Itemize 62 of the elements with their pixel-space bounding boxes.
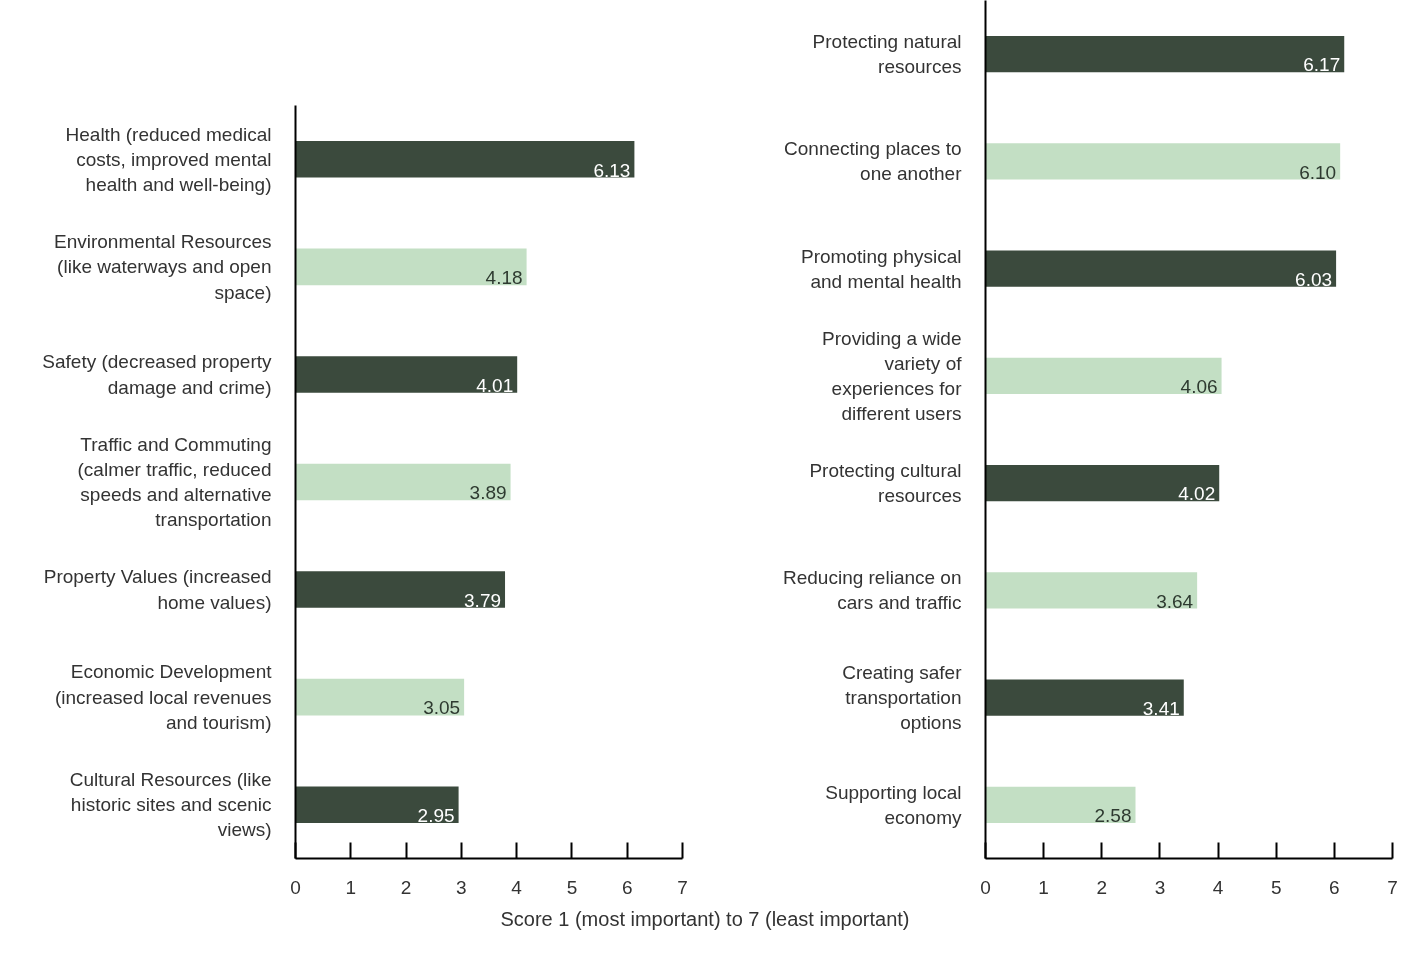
bar <box>985 250 1337 287</box>
y-tick-label: Health (reduced medical costs, improved mental health and well-being) <box>65 123 272 195</box>
y-tick-label: Protecting cultural resources <box>809 460 962 507</box>
bar <box>295 141 635 178</box>
data-label: 2.58 <box>1094 805 1132 827</box>
bar <box>985 357 1222 395</box>
data-label: 3.64 <box>1156 590 1194 612</box>
x-tick-label: 3 <box>456 876 467 898</box>
y-tick-label: Creating safer transportation options <box>842 661 963 734</box>
data-label: 3.89 <box>469 482 507 504</box>
bar <box>295 786 459 823</box>
x-tick-label: 4 <box>511 876 523 898</box>
data-label: 2.95 <box>417 804 455 826</box>
bar <box>985 679 1184 716</box>
x-tick-label: 2 <box>400 876 412 898</box>
bar <box>295 356 518 393</box>
bar <box>295 463 511 501</box>
y-tick-label: Supporting local economy <box>825 781 962 828</box>
bar <box>985 35 1345 73</box>
data-label: 3.79 <box>464 589 502 611</box>
bar <box>985 786 1136 824</box>
bar <box>985 143 1341 180</box>
x-tick-label: 0 <box>980 876 991 898</box>
bar <box>985 464 1220 502</box>
x-axis-title: Score 1 (most important) to 7 (least important) <box>500 907 910 932</box>
y-tick-label: Economic Development (increased local revenues and tourism) <box>54 661 273 733</box>
data-label: 6.17 <box>1303 54 1341 76</box>
y-tick-label: Traffic and Commuting (calmer traffic, reduced speeds and alternative transportation <box>77 433 272 531</box>
data-label: 3.41 <box>1142 697 1180 719</box>
x-tick-label: 2 <box>1096 876 1108 898</box>
bar <box>985 572 1198 609</box>
bar <box>295 678 465 716</box>
data-label: 4.06 <box>1180 376 1218 398</box>
x-tick-label: 6 <box>1329 876 1340 898</box>
x-tick-label: 5 <box>566 876 578 898</box>
y-tick-label: Connecting places to one another <box>784 138 963 185</box>
bar <box>295 571 506 608</box>
x-tick-label: 7 <box>1387 876 1398 898</box>
y-tick-label: Reducing reliance on cars and traffic <box>782 567 962 614</box>
data-label: 6.03 <box>1295 268 1333 290</box>
data-label: 4.02 <box>1178 483 1216 505</box>
y-tick-label: Safety (decreased property damage and crime) <box>42 351 272 398</box>
data-label: 4.18 <box>485 267 523 289</box>
y-tick-label: Cultural Resources (like historic sites and scenic views) <box>69 769 272 841</box>
y-tick-label: Property Values (increased home values) <box>43 566 272 613</box>
x-tick-label: 3 <box>1154 876 1166 898</box>
data-label: 4.01 <box>476 374 514 396</box>
x-tick-label: 6 <box>621 876 633 898</box>
data-label: 3.05 <box>423 697 461 719</box>
y-tick-label: Promoting physical and mental health <box>800 245 962 292</box>
y-tick-label: Providing a wide variety of experiences for different users <box>822 327 963 425</box>
x-tick-label: 5 <box>1270 876 1282 898</box>
data-label: 6.10 <box>1299 161 1337 183</box>
y-tick-label: Environmental Resources (like waterways and open space) <box>53 231 272 303</box>
bar <box>295 248 527 286</box>
x-tick-label: 0 <box>290 876 301 898</box>
x-tick-label: 1 <box>345 876 357 898</box>
x-tick-label: 4 <box>1212 876 1224 898</box>
x-tick-label: 1 <box>1038 876 1049 898</box>
y-tick-label: Protecting natural resources <box>812 31 962 78</box>
x-tick-label: 7 <box>677 876 688 898</box>
data-label: 6.13 <box>593 159 631 181</box>
